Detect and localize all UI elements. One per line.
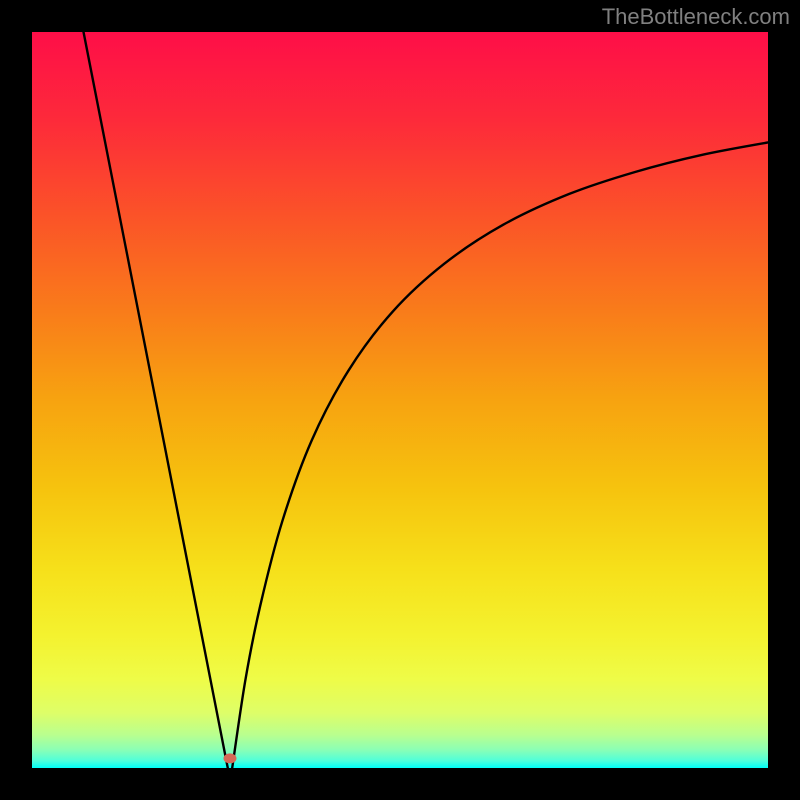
plot-area (32, 32, 768, 768)
watermark-label: TheBottleneck.com (602, 4, 790, 30)
optimum-marker (223, 753, 236, 763)
bottleneck-chart: TheBottleneck.com (0, 0, 800, 800)
chart-svg (0, 0, 800, 800)
